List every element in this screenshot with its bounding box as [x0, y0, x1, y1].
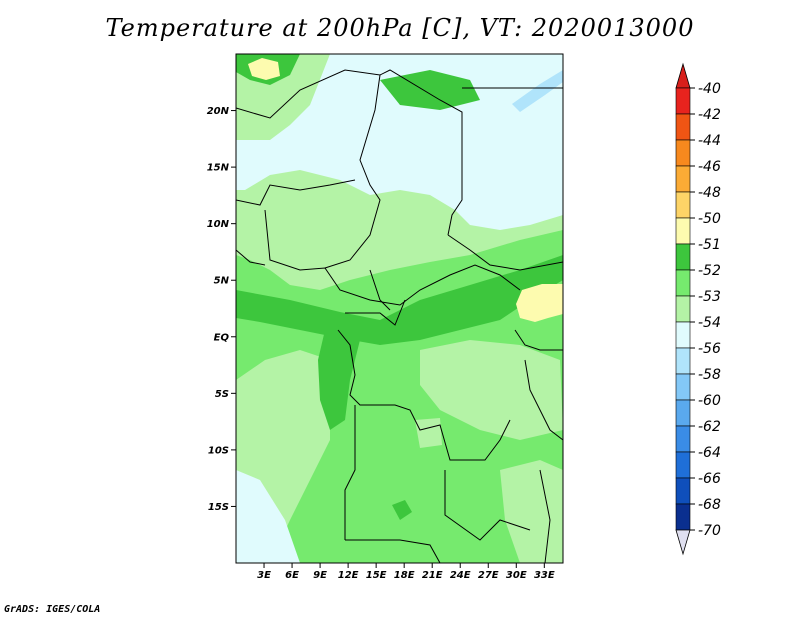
colorbar-segment	[675, 373, 691, 401]
colorbar-label: -53	[698, 289, 721, 305]
colorbar-top-arrow	[675, 62, 691, 89]
lat-tick-label: 10N	[207, 219, 230, 230]
colorbar-segment	[675, 113, 691, 141]
colorbar-bottom-arrow	[675, 529, 691, 556]
lon-tick-label: 27E	[478, 570, 499, 581]
lon-tick-label: 12E	[338, 570, 359, 581]
longitude-axis: 3E 6E 9E 12E 15E 18E 21E 24E 27E 30E 33E	[257, 563, 555, 581]
contour-56-streak	[512, 70, 563, 112]
colorbar-segment	[675, 191, 691, 219]
lat-tick-label: 5S	[215, 389, 229, 400]
lat-tick-label: 5N	[214, 276, 230, 287]
colorbar-segment	[675, 425, 691, 453]
colorbar: -40 -42 -44 -46 -48 -50 -51 -52 -53 -54 -56 -58 -60 -…	[675, 62, 721, 556]
colorbar-label: -44	[698, 133, 721, 149]
contour-54-southwest	[236, 470, 300, 563]
lon-tick-label: 9E	[313, 570, 327, 581]
colorbar-label: -66	[698, 471, 721, 487]
colorbar-label: -51	[698, 237, 721, 253]
colorbar-segment	[675, 269, 691, 297]
lat-tick-label: 15S	[208, 502, 229, 513]
map-frame	[235, 53, 564, 564]
colorbar-label: -48	[698, 185, 721, 201]
lon-tick-label: 24E	[450, 570, 471, 581]
colorbar-label: -62	[698, 419, 721, 435]
temperature-field	[236, 54, 563, 563]
colorbar-label: -58	[698, 367, 721, 383]
contour-52-band	[236, 255, 563, 345]
colorbar-label: -50	[698, 211, 721, 227]
contour-52-northeast	[380, 70, 480, 110]
lon-tick-label: 15E	[366, 570, 387, 581]
lon-tick-label: 6E	[285, 570, 299, 581]
colorbar-label: -54	[698, 315, 721, 331]
lon-tick-label: 3E	[257, 570, 271, 581]
lat-tick-label: EQ	[214, 332, 230, 343]
lon-tick-label: 18E	[394, 570, 415, 581]
contour-52-patch	[392, 500, 412, 520]
colorbar-segment	[675, 87, 691, 115]
lon-tick-label: 33E	[534, 570, 555, 581]
lon-tick-label: 21E	[422, 570, 443, 581]
contour-54-band	[236, 54, 563, 230]
colorbar-segment	[675, 321, 691, 349]
lat-tick-label: 10S	[208, 445, 229, 456]
colorbar-segment	[675, 451, 691, 479]
colorbar-segment	[675, 295, 691, 323]
contour-53-patch	[415, 418, 442, 448]
colorbar-label: -42	[698, 107, 721, 123]
latitude-axis: 20N 15N 10N 5N EQ 5S 10S 15S	[207, 106, 236, 513]
lat-tick-label: 15N	[207, 163, 230, 174]
contour-52-west	[318, 320, 360, 430]
colorbar-segment	[675, 139, 691, 167]
contour-50-northwest	[248, 58, 280, 80]
colorbar-label: -52	[698, 263, 721, 279]
colorbar-segment	[675, 503, 691, 531]
colorbar-label: -60	[698, 393, 721, 409]
colorbar-label: -46	[698, 159, 721, 175]
colorbar-segment	[675, 165, 691, 193]
colorbar-label: -68	[698, 497, 721, 513]
country-borders	[236, 69, 563, 563]
grads-credit: GrADS: IGES/COLA	[4, 604, 101, 615]
colorbar-label: -56	[698, 341, 721, 357]
colorbar-label: -70	[698, 523, 721, 539]
colorbar-segment	[675, 243, 691, 271]
colorbar-segment	[675, 477, 691, 505]
map-title: Temperature at 200hPa [C], VT: 202001300…	[105, 14, 695, 42]
colorbar-segment	[675, 399, 691, 427]
colorbar-segment	[675, 217, 691, 245]
contour-50-east	[516, 284, 563, 322]
contour-53-central	[420, 340, 563, 440]
colorbar-segment	[675, 347, 691, 375]
lat-tick-label: 20N	[207, 106, 230, 117]
colorbar-label: -40	[698, 81, 721, 97]
contour-53-east	[500, 460, 563, 563]
colorbar-label: -64	[698, 445, 721, 461]
lon-tick-label: 30E	[506, 570, 527, 581]
